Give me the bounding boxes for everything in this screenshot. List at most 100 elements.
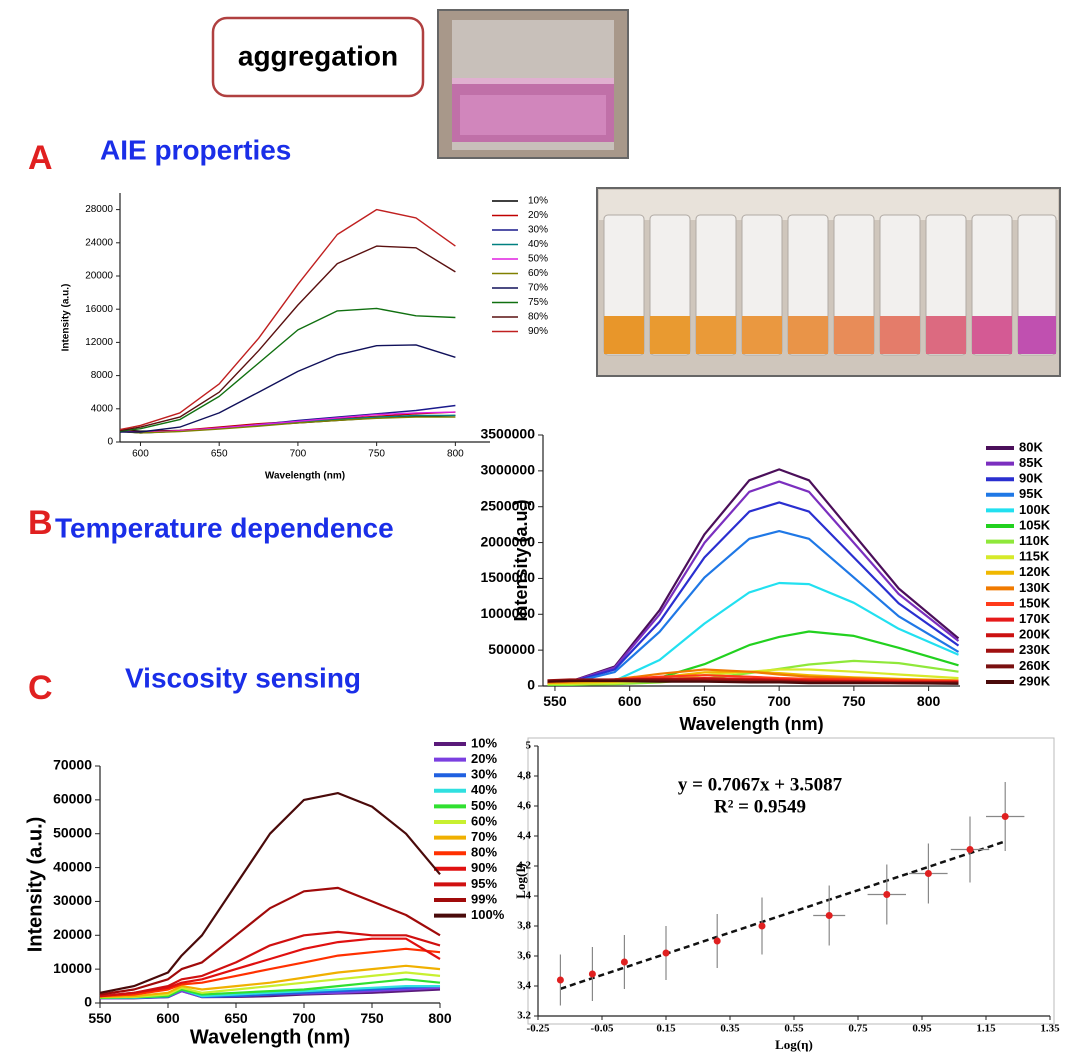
- y-tick-label: 16000: [85, 304, 113, 315]
- y-tick-label: 2500000: [480, 497, 535, 513]
- x-tick-label: 650: [693, 693, 717, 709]
- x-tick-label: 700: [767, 693, 791, 709]
- legend-label: 30%: [528, 225, 548, 236]
- series-line: [99, 978, 441, 999]
- legend-label: 230K: [1019, 642, 1051, 657]
- x-tick-label: -0.25: [527, 1022, 550, 1034]
- annotation: y = 0.7067x + 3.5087: [678, 774, 843, 795]
- legend-label: 10%: [528, 196, 548, 207]
- x-tick-label: 600: [156, 1010, 180, 1026]
- y-tick-label: 40000: [53, 858, 92, 874]
- legend-label: 10%: [471, 735, 497, 750]
- y-tick-label: 4000: [91, 403, 114, 414]
- point: [825, 912, 833, 919]
- legend-label: 290K: [1019, 673, 1051, 688]
- series-line: [119, 307, 456, 432]
- x-tick-label: 600: [618, 693, 642, 709]
- series-line: [99, 886, 441, 996]
- x-tick-label: 0.95: [912, 1022, 932, 1034]
- series-line: [547, 679, 959, 685]
- legend-label: 100K: [1019, 502, 1051, 517]
- trendline: [560, 840, 1006, 990]
- x-tick-label: 600: [132, 449, 149, 460]
- series-line: [547, 480, 960, 686]
- x-tick-label: 0.75: [848, 1022, 868, 1034]
- legend-label: 70%: [528, 283, 548, 294]
- badge: aggregation: [238, 40, 398, 71]
- y-tick-label: 4,2: [517, 860, 531, 872]
- legend-label: 85K: [1019, 455, 1043, 470]
- point: [1001, 813, 1009, 820]
- point: [662, 949, 670, 957]
- y-tick-label: 0: [84, 994, 92, 1010]
- y-tick-label: 30000: [53, 892, 92, 908]
- legend-label: 20%: [528, 210, 548, 221]
- point: [588, 970, 596, 978]
- legend-label: 80%: [528, 312, 548, 323]
- x-tick-label: 800: [428, 1010, 452, 1026]
- x-tick-label: 700: [290, 449, 307, 460]
- y-tick-label: 3,8: [517, 920, 531, 932]
- panel-letter: A: [28, 139, 53, 177]
- panel-title: Viscosity sensing: [125, 662, 361, 693]
- point: [713, 937, 721, 945]
- y-axis-label: Intensity (a.u.): [511, 499, 531, 621]
- badge-box: [211, 16, 425, 98]
- y-tick-label: 70000: [53, 757, 92, 773]
- series-line: [547, 501, 960, 686]
- legend-label: 90K: [1019, 471, 1043, 486]
- legend-label: 100%: [471, 907, 505, 922]
- y-tick-label: 28000: [85, 204, 113, 215]
- y-axis-label: Intensity (a.u.): [24, 817, 46, 953]
- legend-label: 90%: [471, 860, 497, 875]
- series-line: [99, 937, 441, 998]
- point: [883, 891, 891, 898]
- legend-label: 30%: [471, 767, 497, 782]
- y-tick-label: 1000000: [480, 605, 535, 621]
- y-tick-label: 4,6: [517, 800, 531, 812]
- y-tick-label: 12000: [85, 337, 113, 348]
- series-line: [99, 971, 441, 999]
- x-axis-label: Wavelength (nm): [679, 714, 823, 734]
- y-tick-label: 60000: [53, 791, 92, 807]
- legend-label: 40%: [471, 782, 497, 797]
- chart: 600 650 700 750 8000400080001200016000200002…: [61, 193, 548, 482]
- chart: 550 600 650 700 750 800 0 500000 1000000 1500000 2…: [480, 426, 1050, 734]
- x-tick-label: 750: [360, 1010, 384, 1026]
- y-tick-label: 20000: [53, 926, 92, 942]
- y-axis-label: Intensity (a.u.): [61, 284, 72, 352]
- legend-label: 95K: [1019, 486, 1043, 501]
- y-tick-label: 50000: [53, 824, 92, 840]
- y-tick-label: 3.2: [517, 1010, 531, 1022]
- legend-label: 150K: [1019, 595, 1051, 610]
- chart: -0.25 -0.05 0.15 0.35 0.55 0.75 0.95 1.15 1.35 3.…: [513, 737, 1060, 1052]
- legend-label: 90%: [528, 326, 548, 337]
- plot-frame: [527, 737, 1055, 1025]
- y-tick-label: 0: [527, 677, 535, 693]
- y-tick-label: 3000000: [480, 462, 535, 478]
- series-line: [99, 964, 441, 998]
- legend-label: 50%: [528, 254, 548, 265]
- point: [620, 958, 628, 966]
- x-tick-label: 750: [842, 693, 866, 709]
- y-tick-label: 0: [107, 437, 113, 448]
- series-line: [547, 530, 960, 686]
- series-line: [99, 947, 441, 998]
- x-axis-label: Wavelength (nm): [265, 471, 345, 482]
- x-tick-label: 1.15: [976, 1022, 996, 1034]
- legend-label: 80%: [471, 845, 497, 860]
- annotation: R² = 0.9549: [714, 796, 806, 817]
- legend-label: 99%: [471, 891, 497, 906]
- series-line: [99, 930, 441, 998]
- legend-label: 80K: [1019, 439, 1043, 454]
- series-line: [120, 344, 456, 433]
- legend-label: 75%: [528, 297, 548, 308]
- y-tick-label: 5: [526, 740, 532, 752]
- panel-title: Temperature dependence: [55, 512, 394, 543]
- x-tick-label: 550: [543, 693, 567, 709]
- y-tick-label: 4: [526, 890, 532, 902]
- x-tick-label: 800: [447, 449, 464, 460]
- x-tick-label: 800: [917, 693, 941, 709]
